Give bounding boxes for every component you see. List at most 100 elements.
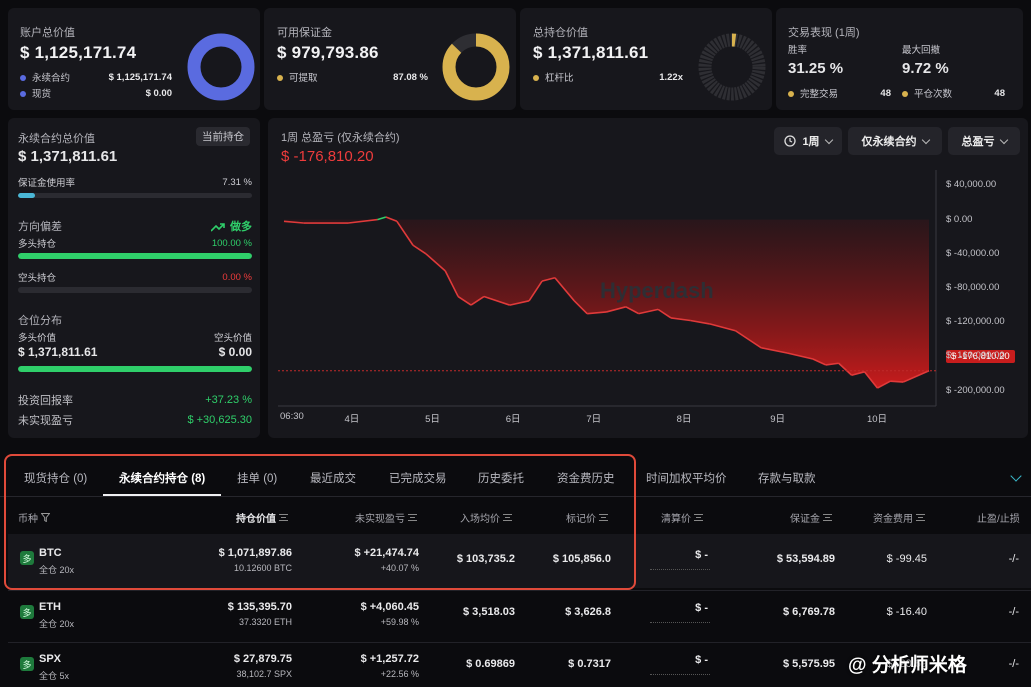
upnl-row: 未实现盈亏 $ +30,625.30 [18,412,252,428]
short-value: $ 0.00 [218,345,252,359]
x-tick-label: 10日 [866,414,888,425]
row-size: 10.12600 BTC [233,563,292,573]
row-pnl: $ +21,474.74 [354,547,419,559]
col-funding[interactable]: 资金费用 [873,510,925,525]
chart-watermark: Hyperdash [600,278,714,303]
tab-twap[interactable]: 时间加权平均价 [646,473,727,485]
col-position-value[interactable]: 持仓价值 [236,510,288,525]
sort-icon [408,514,417,521]
margin-usage-value: 7.31 % [222,176,252,188]
pnl-line-segment [412,244,427,255]
row-value: $ 27,879.75 [233,653,292,665]
tab-deposits-withdrawals[interactable]: 存款与取款 [758,473,816,485]
row-tpsl[interactable]: -/- [1008,606,1019,618]
col-upnl[interactable]: 未实现盈亏 [355,510,417,525]
tab-funding-history[interactable]: 资金费历史 [557,473,615,485]
row-entry: $ 3,518.03 [463,606,515,618]
pnl-line-segment [541,276,556,282]
withdraw-value: 87.08 % [393,71,428,83]
filter-icon [41,513,50,522]
col-mark-label: 标记价 [566,514,596,525]
scope-dropdown[interactable]: 仅永续合约 [848,127,942,155]
row-margin: $ 5,575.95 [783,658,835,670]
long-pct: 100.00 % [211,237,252,249]
tab-order-history[interactable]: 历史委托 [478,473,524,485]
row-tpsl[interactable]: -/- [1008,553,1019,565]
pnl-line-segment [606,306,627,313]
completed-label: 完整交易 [800,89,839,100]
long-badge: 多 [20,605,34,619]
y-tick-label: $ -40,000.00 [946,247,1000,259]
distribution-bar [18,366,252,372]
col-tpsl: 止盈/止损 [977,510,1020,525]
x-tick-label: 4日 [344,414,360,425]
row-symbol[interactable]: ETH [39,601,61,613]
row-entry: $ 103,735.2 [456,553,515,565]
pnl-line-segment [851,371,865,376]
margin-usage-label: 保证金使用率 [18,178,76,189]
period-dropdown[interactable]: 1周 [774,127,842,155]
liq-dots [650,569,710,570]
metric-label: 总盈亏 [961,136,995,148]
tab-recent-fills[interactable]: 最近成交 [310,473,356,485]
withdraw-label: 可提取 [289,73,318,84]
long-bar [18,253,252,259]
tab-completed-trades[interactable]: 已完成交易 [389,473,447,485]
pnl-line-segment [385,216,398,223]
pnl-line-segment [483,295,511,306]
clock-icon [784,135,797,147]
pnl-line-segment [348,218,378,224]
row-margin: $ 6,769.78 [783,606,835,618]
pnl-line-segment [890,380,904,383]
pnl-chart[interactable] [278,170,1028,430]
position-value: $ 1,371,811.61 [533,43,649,62]
pnl-line-segment [761,347,788,354]
position-donut [698,33,766,101]
tab-perp-positions[interactable]: 永续合约持仓 (8) [119,473,206,485]
margin-usage-row: 保证金使用率 7.31 % [18,175,252,190]
collapse-chevron-icon[interactable] [1010,470,1022,482]
col-entry[interactable]: 入场均价 [460,510,512,525]
col-margin-label: 保证金 [790,514,820,525]
pnl-line-segment [528,280,543,302]
metric-dropdown[interactable]: 总盈亏 [948,127,1020,155]
col-margin[interactable]: 保证金 [790,510,832,525]
x-tick-label: 9日 [770,414,785,425]
sort-icon [503,514,512,521]
current-position-tag[interactable]: 当前持仓 [196,127,250,146]
row-tpsl[interactable]: -/- [1008,658,1019,670]
sort-icon [694,514,703,521]
col-liq-label: 清算价 [661,514,691,525]
tab-open-orders[interactable]: 挂单 (0) [237,473,278,485]
col-value-label: 持仓价值 [236,514,276,525]
col-symbol[interactable]: 币种 [18,510,50,525]
pnl-line-segment [690,319,710,325]
row-margin: $ 53,594.89 [776,553,835,565]
liq-dots [650,674,710,675]
chevron-down-icon [921,135,930,144]
completed-trades: 完整交易 48 [788,86,891,100]
long-badge: 多 [20,551,34,565]
row-mark: $ 0.7317 [568,658,611,670]
row-symbol[interactable]: BTC [39,547,62,559]
col-liq[interactable]: 清算价 [661,510,703,525]
leverage-label: 杠杆比 [545,73,574,84]
margin-donut [442,33,510,101]
performance-card [776,8,1023,110]
long-badge: 多 [20,657,34,671]
y-tick-label: $ 0.00 [946,213,973,225]
col-mark[interactable]: 标记价 [566,510,608,525]
pnl-line-segment [812,358,827,366]
y-tick-label: $ -200,000.00 [946,384,1005,396]
pnl-line-segment [587,311,607,315]
perp-label: 永续合约 [32,73,71,84]
row-pnl-pct: +59.98 % [380,617,419,627]
winrate-value: 31.25 % [788,60,844,77]
x-tick-label: 7日 [586,414,602,425]
bias-value: 做多 [230,221,252,233]
pnl-line-segment [283,220,304,224]
perp-value: $ 1,125,171.74 [108,71,172,83]
row-symbol[interactable]: SPX [39,653,62,665]
margin-usage-bar [18,193,252,198]
tab-spot-positions[interactable]: 现货持仓 (0) [24,473,88,485]
